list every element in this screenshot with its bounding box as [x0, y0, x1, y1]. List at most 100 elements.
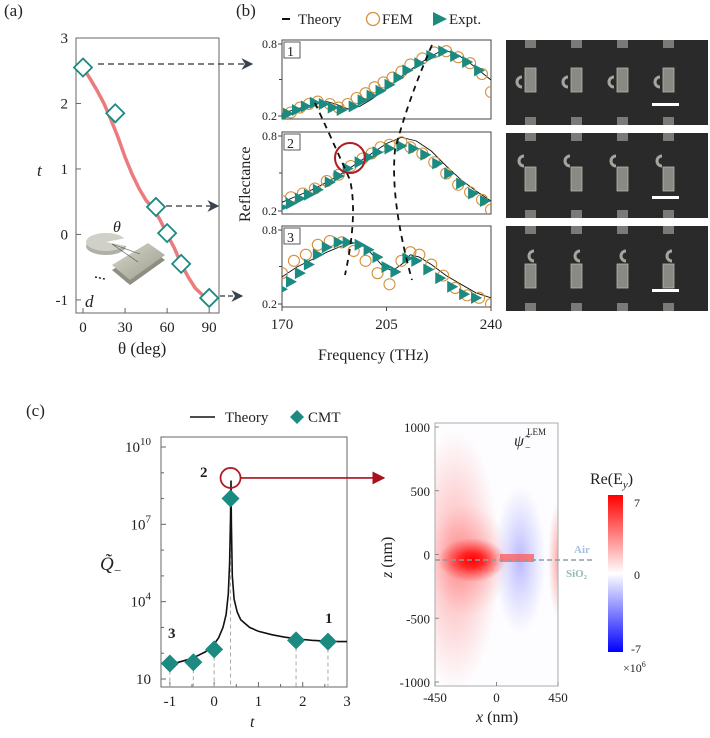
frequency-xlabel: Frequency (THz) [318, 347, 429, 364]
expt-point [432, 157, 444, 170]
fem-point [371, 267, 384, 280]
legend-expt-icon [433, 12, 447, 26]
panel-c-ticks: -1 0 1 2 3 10 104 107 1010 [125, 436, 351, 710]
psi-sub: − [525, 443, 531, 454]
sem-scale-bar [652, 289, 679, 292]
map-xtick-label: 0 [493, 690, 500, 705]
legend-c-cmt-label: CMT [308, 410, 341, 426]
expt-point [282, 285, 288, 293]
multiplier-exp: 6 [642, 660, 646, 669]
expt-point [459, 288, 471, 301]
fem-point [484, 85, 491, 99]
a-diamond-marker [156, 222, 178, 244]
fem-point [287, 254, 300, 267]
map-xtick-label: -450 [423, 690, 447, 705]
mode-trace-left [314, 102, 354, 276]
expt-point [372, 146, 384, 159]
expt-point [381, 261, 393, 273]
field-rod-hotspot [500, 554, 534, 562]
expt-point [309, 96, 321, 109]
sem-rod [570, 166, 583, 192]
b-ytick-label: 0.8 [262, 129, 277, 143]
sem-rod [570, 67, 583, 93]
expt-point [363, 151, 375, 164]
fem-point [347, 244, 360, 258]
panel-a-ylabel: t [37, 161, 43, 180]
expt-point [384, 142, 396, 155]
sem-scale-bar [652, 196, 679, 199]
subplot-index-box [283, 227, 301, 245]
sio2-label: SiO₂ [566, 568, 588, 580]
sem-rod-partial [663, 210, 674, 218]
sem-c-ring [653, 75, 661, 89]
c-ytick-label: 104 [131, 591, 152, 611]
expt-point [480, 195, 491, 207]
sem-rod-partial [525, 303, 536, 311]
a-diamond-marker [72, 57, 94, 78]
sem-images [506, 40, 708, 311]
z-axis-label-text: z (nm) [379, 537, 396, 579]
subplot-index-label: 3 [287, 231, 294, 246]
sem-rod [662, 263, 675, 289]
sem-c-ring [619, 249, 627, 263]
rod-plate [112, 243, 165, 280]
panel-a-curve [81, 66, 210, 300]
sem-scale-bar [652, 103, 679, 106]
expt-point [294, 192, 306, 205]
fem-point [383, 278, 396, 291]
sem-rod-partial [617, 226, 628, 234]
colorbar-tick-zero: 0 [634, 568, 640, 582]
cmt-diamond [160, 654, 179, 673]
colorbar-title-sub: y [622, 479, 628, 491]
c-xtick-label: 3 [343, 694, 351, 710]
z-unit: (nm) [379, 537, 396, 572]
q-axis-sub: − [114, 563, 121, 578]
expt-point [444, 167, 456, 180]
subplot-3: 3 0.2 0.8 170 205 240 [262, 223, 502, 333]
b-ytick-label: 0.8 [262, 223, 277, 237]
expt-point [342, 236, 354, 249]
sem-rod-partial [663, 117, 674, 125]
expt-point [402, 252, 414, 265]
panel-c-label: (c) [26, 401, 45, 420]
sem-rod-partial [571, 303, 582, 311]
cmt-diamond [221, 489, 240, 508]
sem-rod-partial [571, 40, 582, 48]
expt-point [447, 280, 459, 293]
a-ytick-label: 0 [61, 227, 69, 243]
sem-rod-partial [571, 226, 582, 234]
sem-c-ring [607, 75, 615, 89]
c-xtick-label: 0 [210, 694, 218, 710]
b-ytick-label: 0.2 [262, 109, 277, 123]
a-ytick-label: 1 [61, 162, 69, 178]
expt-point [348, 100, 360, 113]
sem-image-2 [506, 133, 708, 218]
a-ytick-label: -1 [56, 293, 69, 309]
panel-a-xlabel: θ (deg) [118, 339, 166, 358]
air-label: Air [574, 544, 590, 556]
a-diamond-marker [104, 103, 126, 124]
a-xtick-label: 60 [160, 320, 175, 336]
sem-c-ring [561, 75, 569, 89]
map-ytick-label: -1000 [400, 675, 430, 690]
map-ytick-label: 500 [411, 484, 431, 499]
psi-sup: LEM [527, 427, 546, 437]
b-ytick-label: 0.8 [262, 37, 277, 51]
z-var: z [379, 571, 396, 579]
fem-point [484, 203, 491, 214]
expt-point [285, 275, 297, 288]
b-ytick-label: 0.2 [262, 204, 277, 218]
cmt-markers [160, 489, 337, 673]
expt-point [321, 241, 333, 254]
c-xtick-label: 1 [255, 694, 263, 710]
sem-rod [570, 263, 583, 289]
sem-c-ring [563, 154, 571, 168]
sem-rod-partial [617, 40, 628, 48]
a-xtick-label: 90 [202, 320, 217, 336]
sem-rod [524, 67, 537, 93]
panel-c-xlabel: t [250, 714, 255, 731]
expt-point [312, 248, 324, 261]
b-xtick-label: 170 [271, 317, 294, 333]
